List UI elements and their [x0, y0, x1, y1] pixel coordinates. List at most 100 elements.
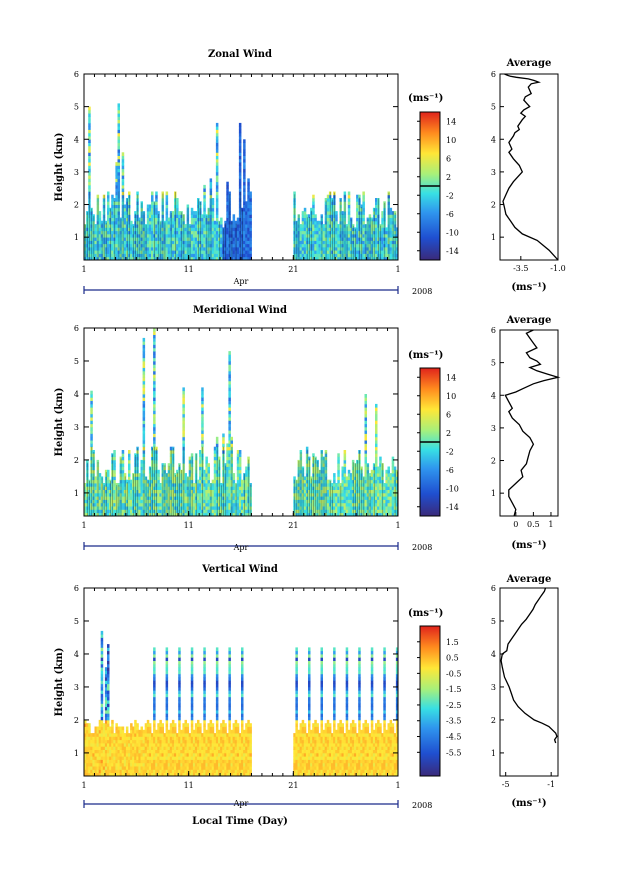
heatmap-cell: [96, 240, 100, 245]
heatmap-cell: [148, 256, 152, 261]
heatmap-cell: [345, 253, 349, 258]
heatmap-cell: [155, 237, 158, 241]
heatmap-cell: [341, 227, 344, 232]
heatmap-contour-mark: [369, 476, 371, 516]
heatmap-cell: [174, 214, 177, 218]
heatmap-cell: [293, 198, 296, 202]
heatmap-cell: [339, 198, 342, 202]
heatmap-cell: [222, 433, 225, 438]
heatmap-contour-mark: [181, 470, 183, 516]
heatmap-cell: [84, 237, 87, 241]
heatmap-cell: [199, 220, 202, 225]
heatmap-contour-mark: [141, 202, 143, 260]
heatmap-cell: [228, 400, 231, 405]
heatmap-cell: [119, 233, 123, 238]
heatmap-cell: [249, 204, 252, 209]
heatmap-cell: [184, 246, 187, 251]
heatmap-cell: [182, 240, 185, 245]
heatmap-cell: [238, 246, 242, 251]
heatmap-cell: [243, 191, 246, 196]
heatmap-cell: [184, 240, 187, 245]
heatmap-contour-mark: [183, 446, 185, 516]
heatmap-cell: [90, 397, 93, 401]
heatmap-cell: [186, 214, 190, 218]
heatmap-cell: [142, 410, 146, 415]
heatmap-cell: [111, 224, 114, 228]
heatmap-cell: [94, 240, 97, 245]
heatmap-cell: [364, 440, 367, 444]
heatmap-cell: [249, 207, 252, 212]
heatmap-cell: [171, 217, 175, 222]
heatmap-cell: [88, 168, 91, 173]
heatmap-cell: [333, 230, 336, 235]
heatmap-cell: [234, 253, 238, 258]
heatmap-cell: [301, 227, 305, 232]
heatmap-cell: [119, 237, 123, 241]
heatmap-cell: [140, 230, 143, 235]
heatmap-cell: [157, 253, 160, 258]
heatmap-cell: [303, 230, 307, 235]
heatmap-cell: [241, 230, 244, 235]
heatmap-cell: [115, 188, 118, 192]
heatmap-cell: [238, 155, 242, 160]
heatmap-cell: [351, 230, 355, 235]
heatmap-cell: [345, 246, 349, 251]
heatmap-cell: [111, 243, 114, 248]
heatmap-cell: [243, 237, 246, 241]
heatmap-cell: [310, 214, 313, 218]
heatmap-cell: [238, 142, 242, 147]
heatmap-cell: [236, 256, 240, 261]
heatmap-cell: [303, 243, 307, 248]
heatmap-cell: [161, 220, 164, 225]
zonal-avg-xlabel: (ms⁻¹): [511, 282, 546, 293]
heatmap-cell: [320, 237, 323, 241]
heatmap-cell: [153, 347, 156, 352]
heatmap-cell: [128, 191, 131, 196]
heatmap-cell: [209, 184, 213, 189]
zonal-ylabel: Height (km): [54, 133, 65, 202]
heatmap-cell: [174, 246, 177, 251]
heatmap-cell: [220, 243, 223, 248]
heatmap-cell: [207, 224, 210, 228]
x-tick-label: 1: [395, 521, 400, 530]
heatmap-cell: [98, 217, 102, 222]
heatmap-cell: [211, 198, 215, 202]
heatmap-cell: [107, 250, 110, 254]
heatmap-cell: [305, 240, 309, 245]
heatmap-cell: [174, 227, 177, 232]
heatmap-cell: [215, 230, 219, 235]
heatmap-cell: [222, 237, 225, 241]
heatmap-cell: [88, 122, 91, 127]
heatmap-cell: [331, 256, 334, 261]
heatmap-cell: [113, 250, 116, 254]
heatmap-cell: [90, 253, 93, 258]
heatmap-contour-mark: [91, 208, 93, 260]
heatmap-cell: [356, 256, 359, 261]
heatmap-cell: [199, 207, 202, 212]
heatmap-cell: [182, 420, 185, 425]
heatmap-contour-mark: [332, 199, 333, 260]
heatmap-cell: [333, 214, 336, 218]
heatmap-cell: [347, 469, 351, 474]
heatmap-cell: [222, 256, 225, 261]
heatmap-cell: [328, 253, 332, 258]
heatmap-contour-mark: [187, 207, 189, 260]
heatmap-cell: [226, 240, 229, 245]
heatmap-cell: [349, 253, 353, 258]
heatmap-cell: [247, 181, 250, 186]
heatmap-cell: [104, 233, 108, 238]
heatmap-cell: [153, 417, 156, 421]
heatmap-cell: [326, 256, 330, 261]
heatmap-cell: [341, 240, 344, 245]
heatmap-cell: [142, 436, 146, 441]
heatmap-cell: [234, 227, 238, 232]
heatmap-cell: [115, 162, 118, 166]
heatmap-contour-mark: [321, 216, 323, 260]
heatmap-cell: [370, 243, 374, 248]
heatmap-cell: [203, 207, 206, 212]
heatmap-cell: [176, 240, 179, 245]
heatmap-cell: [339, 253, 342, 258]
heatmap-cell: [113, 456, 116, 461]
heatmap-cell: [318, 230, 321, 235]
